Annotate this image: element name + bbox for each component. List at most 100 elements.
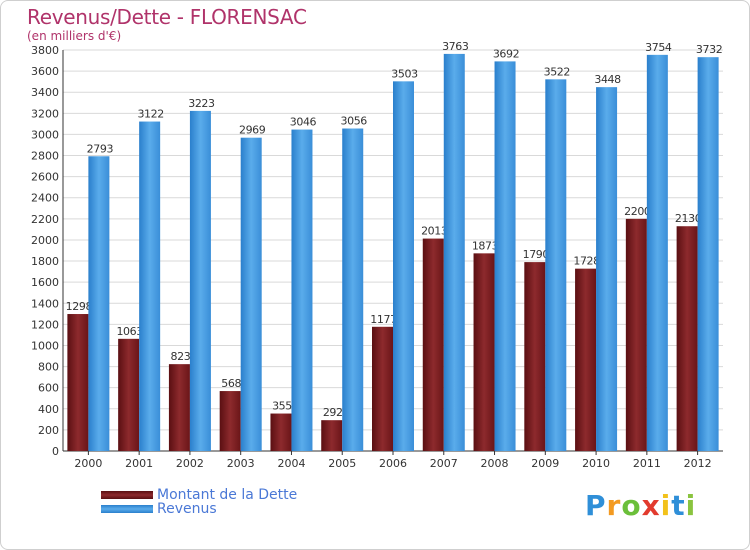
chart-title: Revenus/Dette - FLORENSAC — [27, 5, 307, 29]
bar-dette — [524, 262, 546, 451]
bar-revenus — [494, 61, 516, 451]
y-tick-label: 0 — [52, 445, 59, 458]
data-label-dette: 2200 — [624, 205, 651, 218]
data-label-revenus: 3692 — [493, 47, 519, 60]
logo-letter: o — [621, 489, 642, 522]
data-label-dette: 823 — [171, 350, 191, 363]
bar-revenus — [393, 81, 414, 452]
bar-dette — [372, 326, 393, 451]
bar-revenus — [545, 79, 567, 452]
bar-dette — [168, 364, 190, 451]
x-tick-label: 2010 — [582, 457, 610, 470]
bar-dette — [575, 268, 597, 451]
legend-item-dette: Montant de la Dette — [101, 487, 298, 503]
x-tick-label: 2012 — [684, 457, 712, 470]
data-label-dette: 292 — [323, 406, 343, 419]
y-tick-label: 800 — [38, 361, 59, 374]
x-tick-label: 2007 — [430, 457, 458, 470]
bar-dette — [473, 253, 495, 451]
bar-revenus — [697, 57, 719, 452]
chart-legend: Montant de la Dette Revenus — [101, 487, 298, 517]
legend-item-revenus: Revenus — [101, 501, 297, 517]
bar-dette — [270, 413, 292, 451]
data-label-dette: 1298 — [66, 300, 93, 313]
bar-dette — [219, 391, 241, 451]
y-tick-label: 400 — [38, 403, 59, 416]
data-label-dette: 2013 — [421, 225, 448, 238]
y-tick-label: 1400 — [31, 297, 59, 310]
legend-swatch-revenus — [101, 505, 153, 513]
y-tick-label: 3200 — [31, 107, 59, 120]
bar-revenus — [88, 156, 110, 451]
data-label-revenus: 3223 — [188, 97, 215, 110]
y-tick-label: 3800 — [31, 44, 59, 57]
data-label-dette: 1790 — [523, 248, 550, 261]
data-label-dette: 1873 — [472, 239, 499, 252]
proxiti-logo: Proxiti — [585, 489, 696, 522]
y-tick-label: 1600 — [31, 276, 59, 289]
data-label-revenus: 3522 — [544, 65, 570, 78]
legend-label-revenus: Revenus — [157, 501, 217, 517]
data-label-dette: 355 — [272, 400, 292, 413]
y-tick-label: 3400 — [31, 86, 59, 99]
data-label-revenus: 3732 — [696, 43, 722, 56]
data-label-revenus: 3503 — [391, 67, 418, 80]
x-tick-label: 2009 — [531, 457, 559, 470]
y-tick-label: 600 — [38, 382, 59, 395]
x-tick-label: 2002 — [176, 457, 204, 470]
logo-letter: i — [685, 489, 697, 522]
x-tick-label: 2011 — [633, 457, 661, 470]
bar-dette — [118, 338, 140, 451]
y-tick-label: 2000 — [31, 234, 59, 247]
bar-revenus — [189, 110, 211, 452]
data-label-dette: 568 — [221, 377, 241, 390]
y-tick-label: 1200 — [31, 318, 59, 331]
logo-letter: x — [641, 489, 661, 522]
data-label-revenus: 2793 — [87, 142, 114, 155]
x-tick-label: 2001 — [125, 457, 153, 470]
bar-dette — [625, 218, 647, 451]
x-tick-label: 2004 — [277, 457, 305, 470]
x-tick-label: 2003 — [227, 457, 255, 470]
y-tick-label: 2200 — [31, 213, 59, 226]
data-label-revenus: 2969 — [239, 124, 266, 137]
logo-letter: t — [671, 489, 686, 522]
bar-revenus — [443, 53, 465, 451]
y-tick-label: 3600 — [31, 65, 59, 78]
logo-letter: i — [660, 489, 672, 522]
data-label-dette: 1177 — [370, 313, 397, 326]
y-tick-label: 3000 — [31, 128, 59, 141]
y-tick-label: 1000 — [31, 339, 59, 352]
bar-dette — [422, 238, 444, 451]
bar-revenus — [139, 121, 161, 451]
data-label-dette: 2130 — [675, 212, 702, 225]
y-tick-label: 2400 — [31, 192, 59, 205]
bar-revenus — [596, 87, 618, 451]
legend-label-dette: Montant de la Dette — [157, 487, 298, 503]
data-label-revenus: 3754 — [645, 41, 672, 54]
bar-revenus — [240, 137, 262, 451]
bar-revenus — [291, 129, 313, 452]
bar-revenus — [646, 54, 668, 451]
data-label-dette: 1063 — [116, 325, 143, 338]
logo-letter: P — [585, 489, 607, 522]
data-label-revenus: 3763 — [442, 40, 469, 53]
bar-dette — [676, 226, 698, 451]
x-tick-label: 2005 — [328, 457, 356, 470]
data-label-revenus: 3448 — [594, 73, 621, 86]
chart-subtitle: (en milliers d'€) — [27, 29, 122, 43]
y-tick-label: 2800 — [31, 150, 59, 163]
data-label-revenus: 3056 — [341, 115, 368, 128]
x-tick-label: 2006 — [379, 457, 407, 470]
legend-swatch-dette — [101, 491, 153, 499]
data-label-dette: 1728 — [573, 255, 600, 268]
x-tick-label: 2000 — [74, 457, 102, 470]
data-label-revenus: 3046 — [290, 116, 317, 129]
y-tick-label: 2600 — [31, 171, 59, 184]
y-tick-label: 200 — [38, 424, 59, 437]
bar-dette — [321, 420, 343, 451]
x-tick-label: 2008 — [481, 457, 509, 470]
y-tick-label: 1800 — [31, 255, 59, 268]
